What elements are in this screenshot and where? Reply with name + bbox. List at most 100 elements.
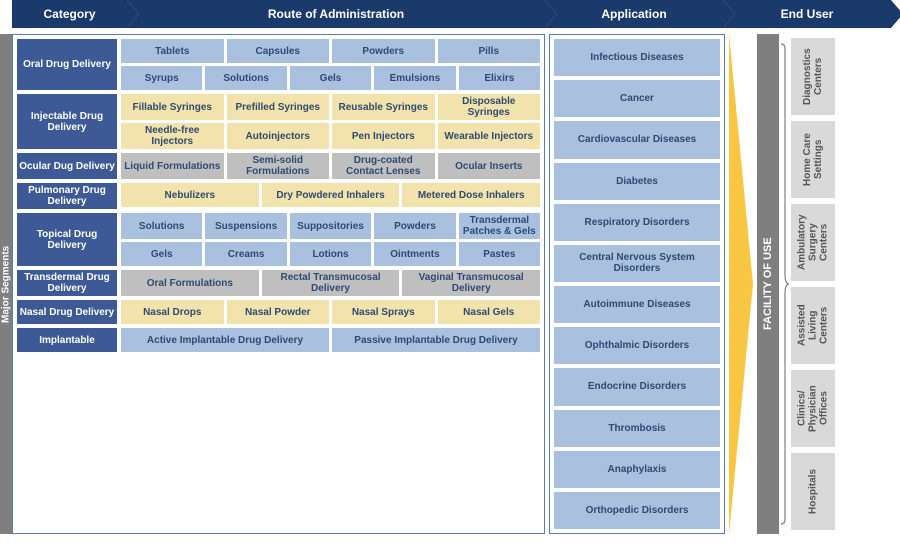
item-box: Drug-coated Contact Lenses: [332, 153, 435, 179]
category-row-injectable: Injectable Drug DeliveryFillable Syringe…: [17, 94, 540, 149]
category-row-nasal: Nasal Drug DeliveryNasal DropsNasal Powd…: [17, 300, 540, 324]
item-box: Gels: [121, 242, 202, 266]
items-container: Fillable SyringesPrefilled SyringesReusa…: [121, 94, 540, 149]
enduser-box: Hospitals: [791, 453, 835, 530]
header-row: Category Route of Administration Applica…: [12, 0, 900, 28]
item-box: Solutions: [121, 213, 202, 239]
bracket-decoration: [779, 34, 789, 534]
item-box: Lotions: [290, 242, 371, 266]
application-box: Thrombosis: [554, 410, 720, 447]
application-box: Central Nervous System Disorders: [554, 245, 720, 282]
item-box: Powders: [374, 213, 455, 239]
application-box: Respiratory Disorders: [554, 204, 720, 241]
application-box: Diabetes: [554, 163, 720, 200]
item-box: Fillable Syringes: [121, 94, 224, 120]
item-row: Needle-free InjectorsAutoinjectorsPen In…: [121, 123, 540, 149]
item-box: Active Implantable Drug Delivery: [121, 328, 329, 352]
item-box: Vaginal Transmucosal Delivery: [402, 270, 540, 296]
item-box: Emulsions: [374, 66, 455, 90]
category-label: Nasal Drug Delivery: [17, 300, 117, 324]
application-box: Anaphylaxis: [554, 451, 720, 488]
items-container: Active Implantable Drug DeliveryPassive …: [121, 328, 540, 352]
item-row: Fillable SyringesPrefilled SyringesReusa…: [121, 94, 540, 120]
item-box: Disposable Syringes: [438, 94, 541, 120]
items-container: Oral FormulationsRectal Transmucosal Del…: [121, 270, 540, 296]
header-label: Route of Administration: [268, 7, 404, 21]
item-box: Oral Formulations: [121, 270, 259, 296]
application-section: Infectious DiseasesCancerCardiovascular …: [549, 34, 725, 534]
header-category: Category: [12, 0, 127, 28]
header-enduser: End User: [723, 0, 891, 28]
items-container: Nasal DropsNasal PowderNasal SpraysNasal…: [121, 300, 540, 324]
item-row: Nasal DropsNasal PowderNasal SpraysNasal…: [121, 300, 540, 324]
item-box: Semi-solid Formulations: [227, 153, 330, 179]
item-box: Metered Dose Inhalers: [402, 183, 540, 207]
header-label: Category: [43, 7, 95, 21]
application-box: Orthopedic Disorders: [554, 492, 720, 529]
application-box: Infectious Diseases: [554, 39, 720, 76]
enduser-box: Clinics/ Physician Offices: [791, 370, 835, 447]
item-box: Suppositories: [290, 213, 371, 239]
header-route: Route of Administration: [127, 0, 545, 28]
item-row: SolutionsSuspensionsSuppositoriesPowders…: [121, 213, 540, 239]
item-row: NebulizersDry Powdered InhalersMetered D…: [121, 183, 540, 207]
item-box: Solutions: [205, 66, 286, 90]
item-row: GelsCreamsLotionsOintmentsPastes: [121, 242, 540, 266]
enduser-stack: Diagnostics CentersHome Care SettingsAmb…: [791, 34, 835, 534]
item-row: Active Implantable Drug DeliveryPassive …: [121, 328, 540, 352]
item-box: Capsules: [227, 39, 330, 63]
application-box: Endocrine Disorders: [554, 368, 720, 405]
item-box: Nasal Powder: [227, 300, 330, 324]
item-row: Oral FormulationsRectal Transmucosal Del…: [121, 270, 540, 296]
header-label: Application: [601, 7, 666, 21]
facility-of-use-label: FACILITY OF USE: [757, 34, 779, 534]
item-box: Needle-free Injectors: [121, 123, 224, 149]
category-label: Ocular Dug Delivery: [17, 153, 117, 179]
item-box: Ointments: [374, 242, 455, 266]
item-box: Prefilled Syringes: [227, 94, 330, 120]
category-label: Implantable: [17, 328, 117, 352]
item-box: Pen Injectors: [332, 123, 435, 149]
item-box: Nasal Sprays: [332, 300, 435, 324]
item-box: Dry Powdered Inhalers: [262, 183, 400, 207]
item-box: Nebulizers: [121, 183, 259, 207]
header-application: Application: [545, 0, 723, 28]
application-box: Autoimmune Diseases: [554, 286, 720, 323]
item-box: Powders: [332, 39, 435, 63]
item-box: Gels: [290, 66, 371, 90]
items-container: TabletsCapsulesPowdersPillsSyrupsSolutio…: [121, 39, 540, 90]
category-label: Pulmonary Drug Delivery: [17, 183, 117, 209]
enduser-box: Diagnostics Centers: [791, 38, 835, 115]
item-box: Creams: [205, 242, 286, 266]
item-box: Ocular Inserts: [438, 153, 541, 179]
item-box: Passive Implantable Drug Delivery: [332, 328, 540, 352]
category-label: Oral Drug Delivery: [17, 39, 117, 90]
category-row-oral: Oral Drug DeliveryTabletsCapsulesPowders…: [17, 39, 540, 90]
enduser-box: Assisted Living Centers: [791, 287, 835, 364]
category-label: Injectable Drug Delivery: [17, 94, 117, 149]
enduser-section: FACILITY OF USE Diagnostics Centers Home …: [729, 34, 835, 534]
category-row-ocular: Ocular Dug DeliveryLiquid FormulationsSe…: [17, 153, 540, 179]
item-box: Pastes: [459, 242, 540, 266]
items-container: NebulizersDry Powdered InhalersMetered D…: [121, 183, 540, 209]
category-row-pulmonary: Pulmonary Drug DeliveryNebulizersDry Pow…: [17, 183, 540, 209]
item-box: Autoinjectors: [227, 123, 330, 149]
items-container: Liquid FormulationsSemi-solid Formulatio…: [121, 153, 540, 179]
category-row-transdermal: Transdermal Drug DeliveryOral Formulatio…: [17, 270, 540, 296]
category-label: Transdermal Drug Delivery: [17, 270, 117, 296]
item-box: Nasal Gels: [438, 300, 541, 324]
enduser-box: Home Care Settings: [791, 121, 835, 198]
main-area: Major Segments Oral Drug DeliveryTablets…: [0, 34, 900, 534]
item-box: Wearable Injectors: [438, 123, 541, 149]
application-box: Cardiovascular Diseases: [554, 121, 720, 158]
application-box: Ophthalmic Disorders: [554, 327, 720, 364]
item-box: Transdermal Patches & Gels: [459, 213, 540, 239]
header-label: End User: [781, 7, 834, 21]
category-row-implantable: ImplantableActive Implantable Drug Deliv…: [17, 328, 540, 352]
item-box: Nasal Drops: [121, 300, 224, 324]
item-row: TabletsCapsulesPowdersPills: [121, 39, 540, 63]
item-box: Liquid Formulations: [121, 153, 224, 179]
item-box: Elixirs: [459, 66, 540, 90]
item-box: Rectal Transmucosal Delivery: [262, 270, 400, 296]
items-container: SolutionsSuspensionsSuppositoriesPowders…: [121, 213, 540, 266]
